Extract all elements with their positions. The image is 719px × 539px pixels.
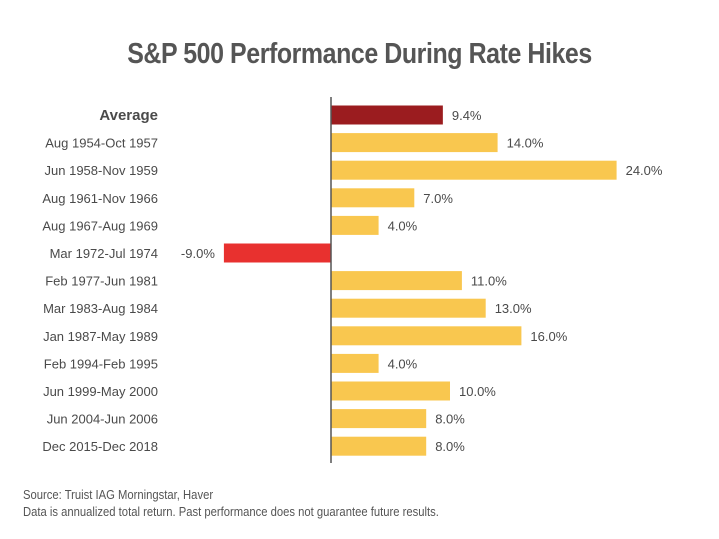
bar (331, 409, 427, 429)
value-label: 4.0% (388, 218, 418, 233)
category-label: Jun 2004-Jun 2006 (47, 412, 158, 427)
bar (331, 381, 450, 401)
bar (331, 271, 462, 291)
bar (331, 133, 498, 153)
category-label: Jun 1999-May 2000 (43, 384, 158, 399)
disclaimer-note: Data is annualized total return. Past pe… (23, 505, 439, 519)
bar (331, 298, 486, 318)
value-label: 10.0% (459, 384, 496, 399)
value-label: 11.0% (471, 274, 507, 289)
category-label: Dec 2015-Dec 2018 (42, 439, 158, 454)
category-label: Aug 1954-Oct 1957 (45, 136, 158, 151)
bar (331, 436, 427, 456)
value-label: -9.0% (181, 246, 215, 261)
value-label: 9.4% (452, 108, 482, 123)
category-label: Jan 1987-May 1989 (43, 329, 158, 344)
value-label: 14.0% (507, 136, 544, 151)
bar (331, 188, 415, 208)
average-bar (331, 105, 443, 125)
bar (331, 215, 379, 235)
value-label: 4.0% (388, 356, 418, 371)
category-label: Mar 1983-Aug 1984 (43, 301, 158, 316)
value-label: 24.0% (626, 163, 663, 178)
category-label: Average (99, 107, 158, 124)
category-label: Aug 1961-Nov 1966 (42, 191, 158, 206)
source-note: Source: Truist IAG Morningstar, Haver (23, 488, 214, 502)
value-label: 8.0% (435, 412, 465, 427)
category-label: Jun 1958-Nov 1959 (45, 163, 158, 178)
value-label: 16.0% (530, 329, 567, 344)
category-label: Feb 1977-Jun 1981 (45, 274, 158, 289)
value-label: 13.0% (495, 301, 532, 316)
chart-title: S&P 500 Performance During Rate Hikes (127, 38, 592, 70)
value-label: 7.0% (423, 191, 453, 206)
bar (223, 243, 331, 263)
category-label: Feb 1994-Feb 1995 (44, 356, 158, 371)
chart-footer: Source: Truist IAG Morningstar, Haver Da… (23, 487, 439, 521)
value-label: 8.0% (435, 439, 465, 454)
bar (331, 326, 522, 346)
category-label: Mar 1972-Jul 1974 (50, 246, 158, 261)
bar (331, 160, 617, 180)
category-label: Aug 1967-Aug 1969 (42, 218, 158, 233)
bar (331, 353, 379, 373)
